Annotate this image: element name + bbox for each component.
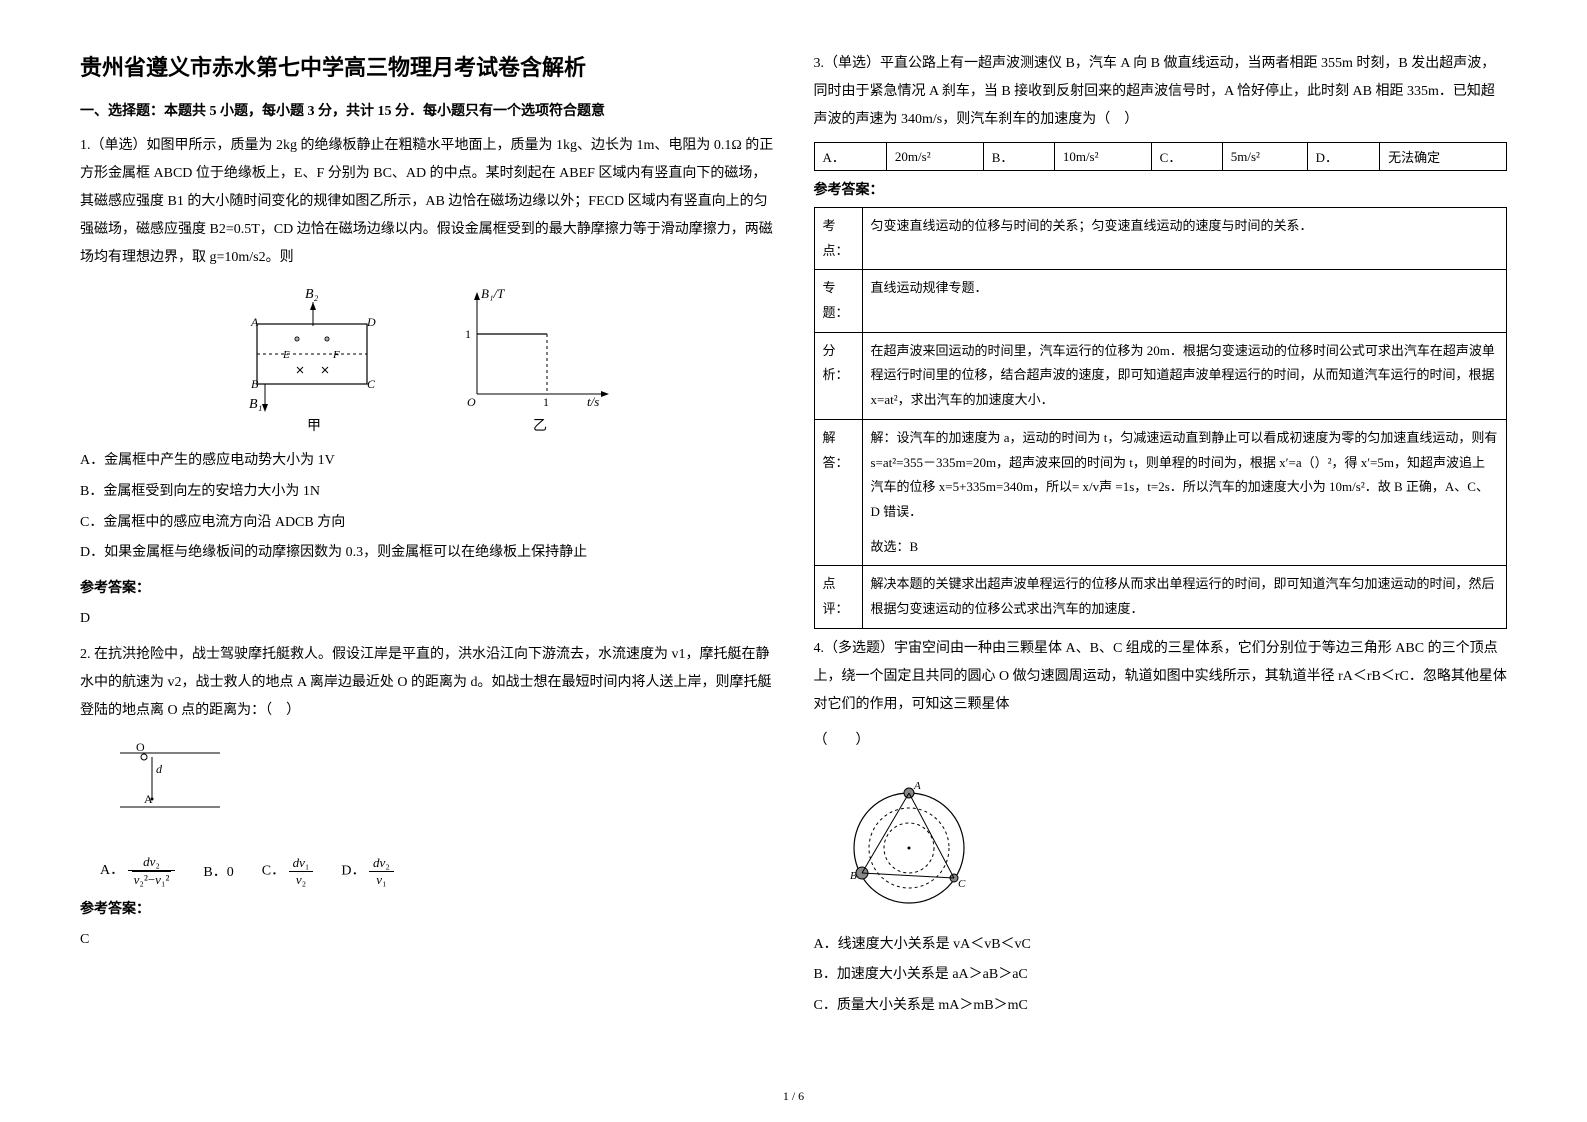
svg-text:D: D [366,315,376,329]
q1-diagrams: B₂ A D B C E F B₁ 甲 B₁/T [80,284,774,434]
row-kd: 匀变速直线运动的位移与时间的关系；匀变速直线运动的速度与时间的关系． [862,208,1507,270]
row-dp-label: 点评： [814,566,862,628]
page-footer: 1 / 6 [0,1089,1587,1104]
q3-options-table: A． 20m/s² B． 10m/s² C． 5m/s² D． 无法确定 [814,142,1508,171]
svg-text:B₂: B₂ [305,287,319,302]
q4-optA: A．线速度大小关系是 vA＜vB＜vC [814,930,1508,961]
optB-v: 10m/s² [1054,143,1151,171]
optA-v: 20m/s² [886,143,983,171]
svg-text:d: d [156,762,163,776]
svg-text:B: B [850,870,857,882]
q4-optC: C．质量大小关系是 mA＞mB＞mC [814,991,1508,1022]
q1-text: 1.（单选）如图甲所示，质量为 2kg 的绝缘板静止在粗糙水平地面上，质量为 1… [80,132,774,272]
svg-text:A: A [913,780,921,792]
q1-optD: D．如果金属框与绝缘板间的动摩擦因数为 0.3，则金属框可以在绝缘板上保持静止 [80,538,774,569]
q4-diagram: A B C [834,773,984,913]
row-kd-label: 考点： [814,208,862,270]
section-heading: 一、选择题：本题共 5 小题，每小题 3 分，共计 15 分．每小题只有一个选项… [80,100,774,120]
diagram-yi: B₁/T 1 O 1 t/s 乙 [447,284,627,434]
optD-v: 无法确定 [1380,143,1507,171]
svg-text:C: C [367,377,376,391]
row-fx-label: 分析： [814,332,862,419]
q2-optA: A． dv₂v₂²−v₁² [100,854,175,888]
right-column: 3.（单选）平直公路上有一超声波测速仪 B，汽车 A 向 B 做直线运动，当两者… [794,50,1528,1102]
row-zt-label: 专题： [814,270,862,332]
q2-optD: D． dv₂v₁ [341,855,393,888]
q3-analysis-table: 考点： 匀变速直线运动的位移与时间的关系；匀变速直线运动的速度与时间的关系． 专… [814,207,1508,629]
q4-text: 4.（多选题）宇宙空间由一种由三颗星体 A、B、C 组成的三星体系，它们分别位于… [814,635,1508,719]
svg-text:F: F [332,349,340,361]
q2-answer-label: 参考答案： [80,898,774,918]
row-zt: 直线运动规律专题． [862,270,1507,332]
q2-optC: C． dv₁v₂ [262,855,314,888]
q2-text: 2. 在抗洪抢险中，战士驾驶摩托艇救人。假设江岸是平直的，洪水沿江向下游流去，水… [80,641,774,725]
diagram-jia: B₂ A D B C E F B₁ 甲 [227,284,407,434]
row-fx: 在超声波来回运动的时间里，汽车运行的位移为 20m．根据匀变速运动的位移时间公式… [862,332,1507,419]
svg-text:C: C [958,878,966,890]
svg-text:A: A [250,315,259,329]
svg-text:1: 1 [543,395,549,409]
svg-text:1: 1 [465,327,471,341]
svg-text:乙: 乙 [533,418,547,434]
q1-optC: C．金属框中的感应电流方向沿 ADCB 方向 [80,508,774,539]
svg-text:B₁: B₁ [249,397,262,412]
q4-bracket: （ ） [814,727,1508,755]
optC-v: 5m/s² [1222,143,1307,171]
optD-label: D． [341,863,365,878]
svg-text:甲: 甲 [307,419,321,434]
page-title: 贵州省遵义市赤水第七中学高三物理月考试卷含解析 [80,50,774,82]
q1-optA: A．金属框中产生的感应电动势大小为 1V [80,446,774,477]
row-jd-body: 解：设汽车的加速度为 a，运动的时间为 t，匀减速运动直到静止可以看成初速度为零… [871,426,1499,525]
svg-text:O: O [136,741,145,754]
optB-l: B． [983,143,1054,171]
left-column: 贵州省遵义市赤水第七中学高三物理月考试卷含解析 一、选择题：本题共 5 小题，每… [60,50,794,1102]
svg-text:B: B [251,377,259,391]
q1-answer: D [80,605,774,633]
q2-options: A． dv₂v₂²−v₁² B．0 C． dv₁v₂ D． dv₂v₁ [100,854,774,888]
q1-optB: B．金属框受到向左的安培力大小为 1N [80,477,774,508]
svg-text:O: O [467,395,476,409]
optC-label: C． [262,863,285,878]
row-jd: 解：设汽车的加速度为 a，运动的时间为 t，匀减速运动直到静止可以看成初速度为零… [862,419,1507,565]
q2-optB: B．0 [203,861,233,881]
row-jd-tail: 故选：B [871,535,1499,560]
q1-options: A．金属框中产生的感应电动势大小为 1V B．金属框受到向左的安培力大小为 1N… [80,446,774,569]
q3-text: 3.（单选）平直公路上有一超声波测速仪 B，汽车 A 向 B 做直线运动，当两者… [814,50,1508,134]
svg-text:B₁/T: B₁/T [481,286,505,301]
q2-diagram: O d A [110,741,240,821]
q1-answer-label: 参考答案： [80,577,774,597]
row-dp: 解决本题的关键求出超声波单程运行的位移从而求出单程运行的时间，即可知道汽车匀加速… [862,566,1507,628]
q4-options: A．线速度大小关系是 vA＜vB＜vC B．加速度大小关系是 aA＞aB＞aC … [814,930,1508,1022]
optA-label: A． [100,863,124,878]
svg-text:t/s: t/s [587,394,599,409]
q2-answer: C [80,926,774,954]
optD-l: D． [1307,143,1379,171]
q3-answer-label: 参考答案： [814,179,1508,199]
optC-l: C． [1151,143,1222,171]
q4-optB: B．加速度大小关系是 aA＞aB＞aC [814,960,1508,991]
optA-l: A． [814,143,886,171]
row-jd-label: 解答： [814,419,862,565]
svg-text:E: E [282,349,290,361]
